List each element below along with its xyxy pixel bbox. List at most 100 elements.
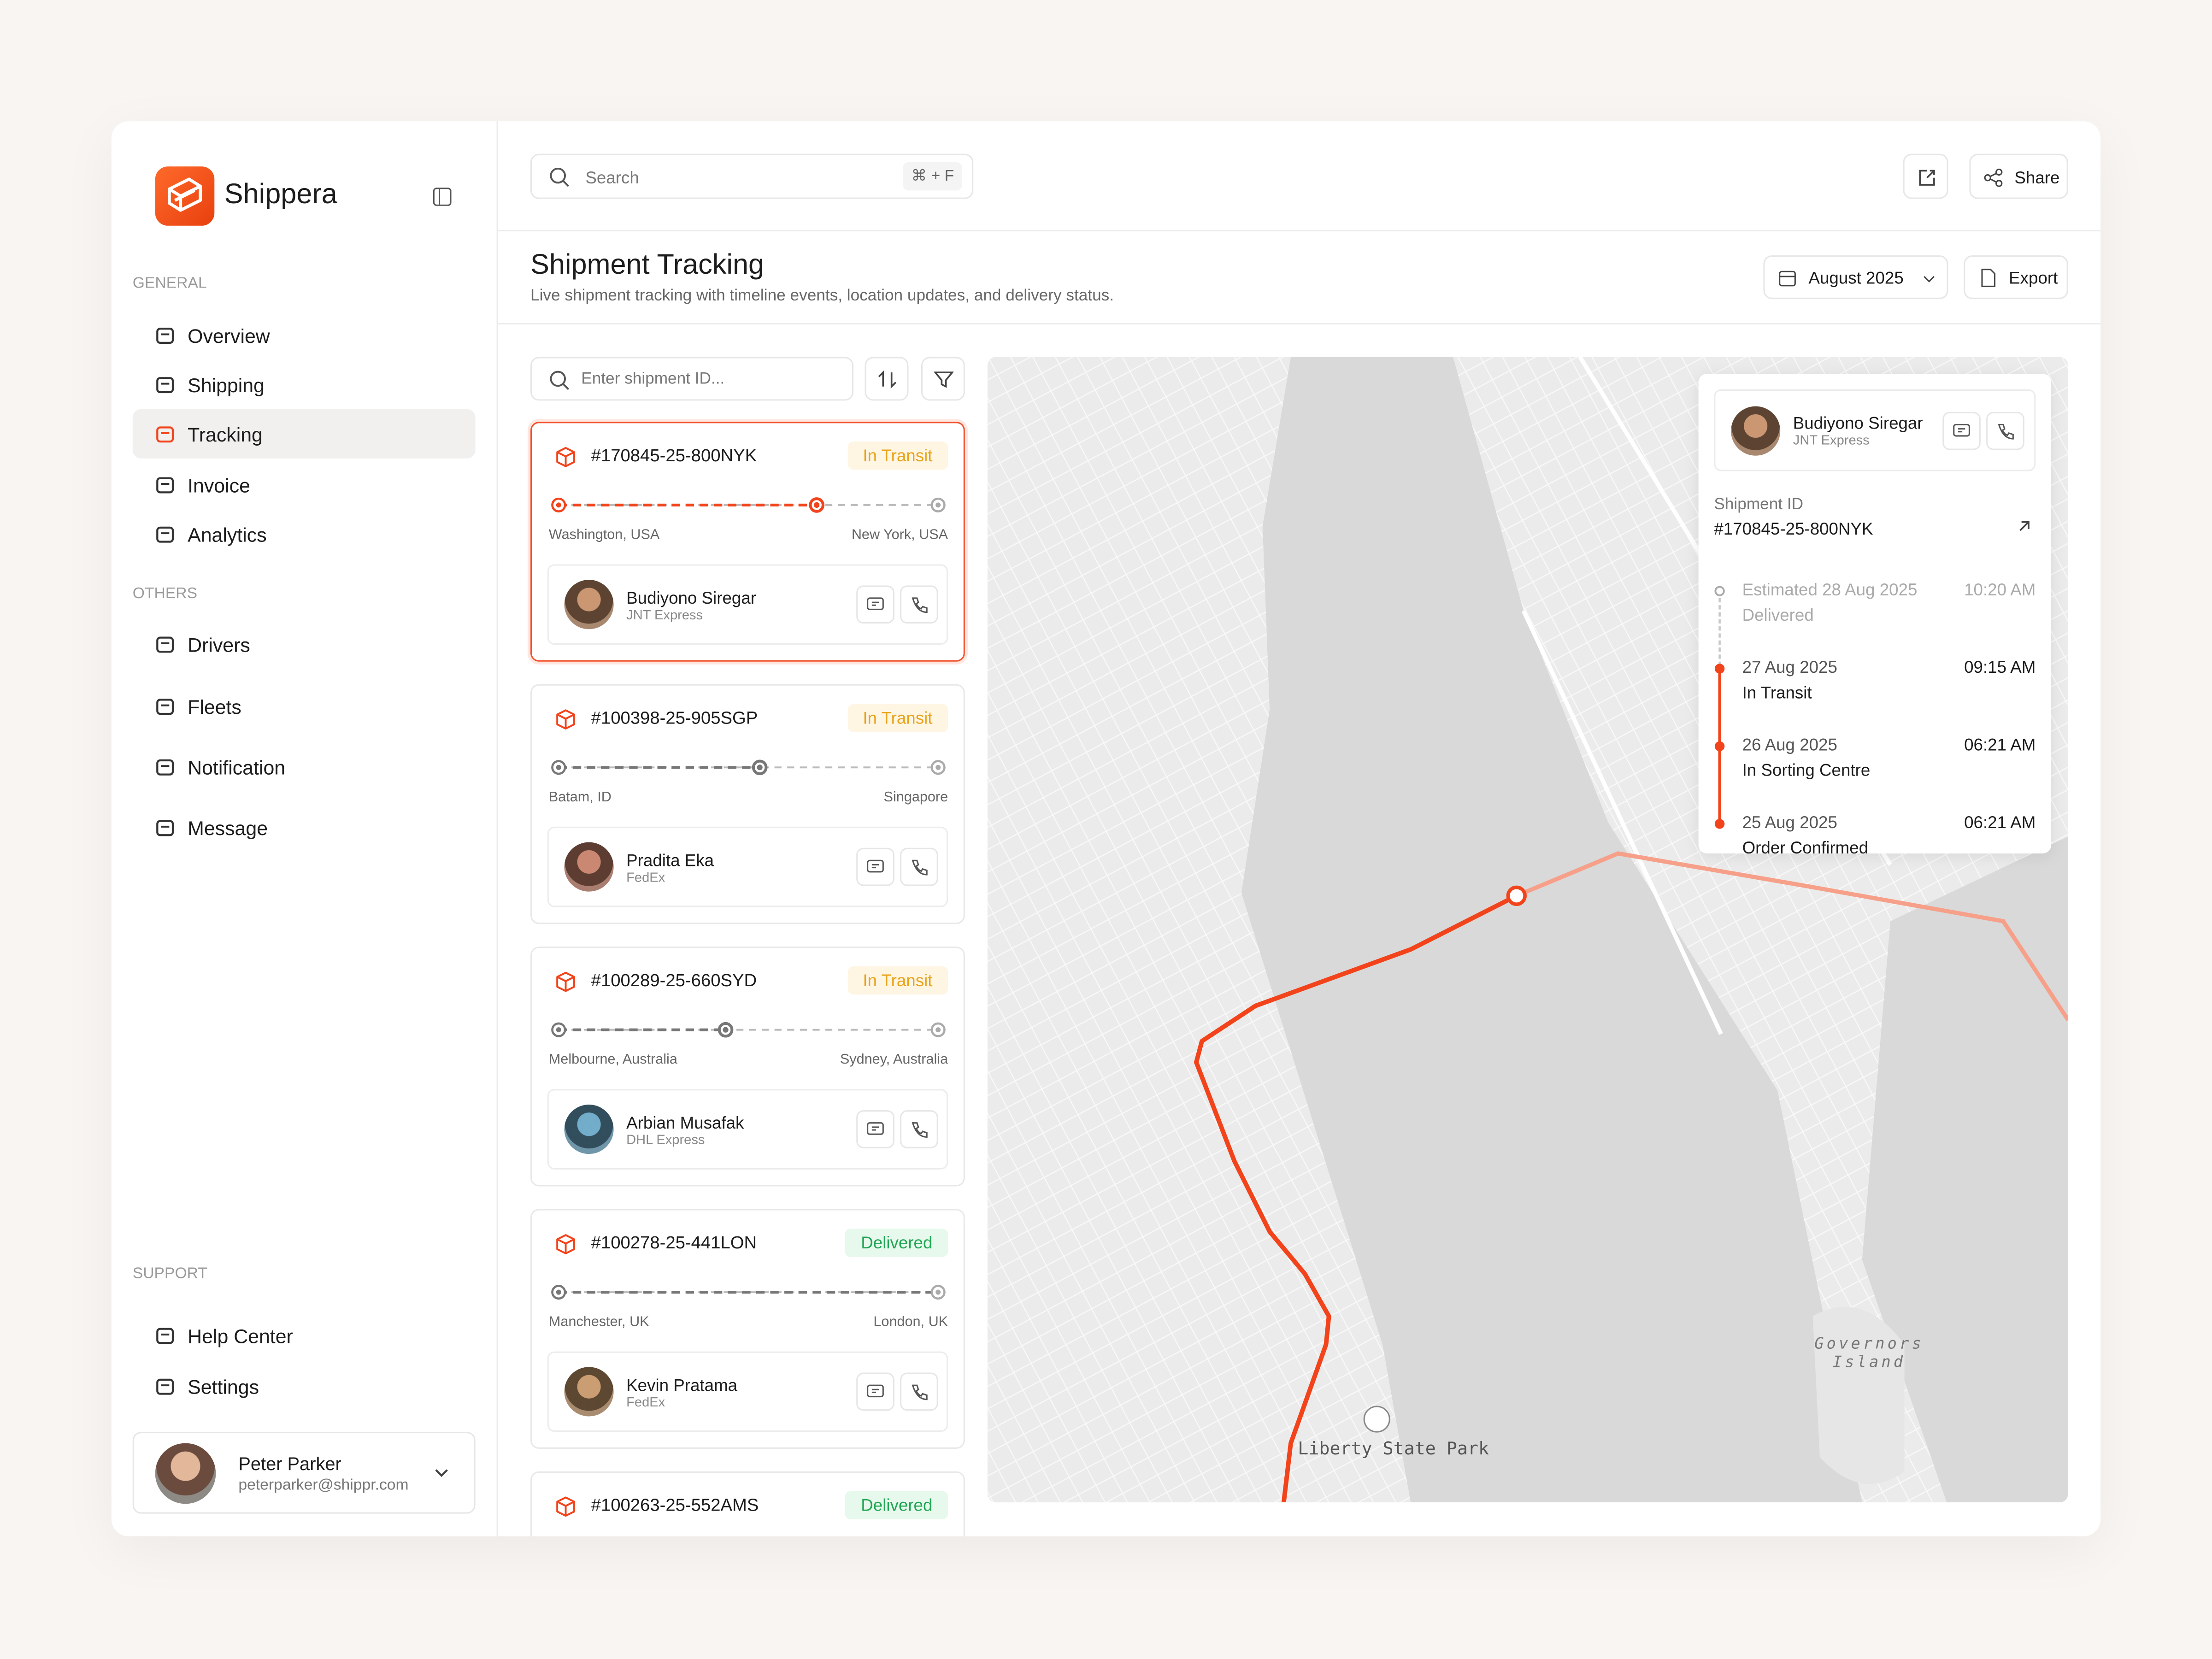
- share-label: Share: [2014, 168, 2060, 188]
- export-label: Export: [2009, 268, 2058, 288]
- driver-company: FedEx: [626, 1395, 665, 1411]
- nav-item[interactable]: Invoice: [133, 460, 476, 509]
- map-label: Liberty State Park: [1298, 1437, 1489, 1459]
- shipment-detail: Budiyono Siregar JNT Express Shipment ID…: [1698, 374, 2051, 858]
- phone-icon: [912, 1384, 928, 1400]
- shipment-search[interactable]: Enter shipment ID...: [530, 357, 854, 401]
- park-icon: [1363, 1406, 1390, 1433]
- shipment-id: #100289-25-660SYD: [591, 971, 757, 990]
- event-time: 06:21 AM: [1964, 812, 2036, 833]
- nav-item[interactable]: Settings: [133, 1361, 476, 1411]
- shortcut: ⌘ + F: [903, 162, 963, 191]
- open-link[interactable]: [2018, 519, 2032, 534]
- share-button[interactable]: Share: [1969, 153, 2068, 199]
- date-picker[interactable]: August 2025: [1763, 255, 1948, 299]
- nav-icon: [156, 759, 174, 775]
- message-icon: [867, 1384, 884, 1397]
- current-dot: [814, 502, 820, 508]
- driver-company: JNT Express: [626, 608, 703, 624]
- nav-item[interactable]: Analytics: [133, 509, 476, 559]
- message-icon: [867, 859, 884, 872]
- nav-label: Settings: [188, 1375, 259, 1398]
- driver-company: FedEx: [626, 870, 665, 886]
- origin-dot: [556, 1027, 561, 1033]
- user-menu[interactable]: Peter Parker peterparker@shippr.com: [132, 1432, 476, 1514]
- nav-item[interactable]: Fleets: [133, 682, 476, 731]
- shipment-card[interactable]: #100398-25-905SGP In Transit Batam, ID S…: [530, 684, 965, 924]
- event-time: 10:20 AM: [1964, 580, 2036, 600]
- nav-item[interactable]: Shipping: [133, 360, 476, 409]
- user-name: Peter Parker: [238, 1453, 341, 1474]
- call-button[interactable]: [900, 847, 938, 886]
- origin: Washington, USA: [548, 527, 660, 543]
- collapse-button[interactable]: [433, 188, 452, 206]
- progress-track: [551, 497, 946, 513]
- package-icon: [556, 447, 575, 467]
- nav-label: Help Center: [188, 1324, 293, 1347]
- header-divider: [496, 323, 2101, 325]
- nav-item[interactable]: Help Center: [133, 1311, 476, 1360]
- river: [1241, 357, 1862, 1503]
- shipment-card[interactable]: #100263-25-552AMS Delivered: [530, 1471, 965, 1536]
- destination-dot: [935, 1027, 941, 1033]
- message-icon: [867, 596, 884, 610]
- search-icon: [550, 167, 570, 187]
- sort-button[interactable]: [865, 357, 909, 401]
- topbar-divider: [496, 229, 2101, 232]
- call-button[interactable]: [900, 585, 938, 624]
- call-button[interactable]: [1986, 412, 2024, 450]
- shipment-id: #100263-25-552AMS: [591, 1495, 759, 1515]
- destination: Singapore: [883, 790, 948, 806]
- sidebar-divider: [496, 121, 498, 1536]
- share-icon: [1984, 168, 2003, 187]
- nav-icon: [156, 698, 174, 714]
- search-box[interactable]: Search ⌘ + F: [530, 153, 974, 199]
- open-button[interactable]: [1903, 153, 1948, 199]
- nav-item[interactable]: Overview: [133, 310, 476, 359]
- destination: Sydney, Australia: [840, 1052, 948, 1068]
- shipment-card[interactable]: #100278-25-441LON Delivered Manchester, …: [530, 1209, 965, 1449]
- status-badge: Delivered: [845, 1491, 948, 1519]
- origin: Manchester, UK: [548, 1315, 649, 1330]
- nav-item[interactable]: Message: [133, 803, 476, 852]
- message-icon: [1953, 423, 1970, 436]
- call-button[interactable]: [900, 1372, 938, 1411]
- event-status: Order Confirmed: [1742, 838, 1869, 858]
- nav-item[interactable]: Tracking: [132, 409, 476, 459]
- avatar: [564, 1104, 614, 1154]
- message-button[interactable]: [1942, 412, 1981, 450]
- nav-icon: [156, 477, 174, 493]
- status-badge: In Transit: [847, 704, 948, 732]
- nav-label: Fleets: [188, 694, 241, 718]
- current-dot: [723, 1027, 729, 1033]
- map: Liberty State Park Governors Island: [987, 357, 2068, 1503]
- progress-track: [551, 759, 946, 776]
- avatar: [564, 842, 614, 892]
- message-button[interactable]: [856, 847, 894, 886]
- shipment-card[interactable]: #100289-25-660SYD In Transit Melbourne, …: [530, 947, 965, 1187]
- timeline-dot: [1714, 586, 1725, 596]
- logo-mark: [167, 177, 202, 212]
- logo: [155, 166, 215, 226]
- phone-icon: [912, 1122, 928, 1138]
- event-date: 27 Aug 2025: [1742, 657, 1837, 677]
- current-location: [1506, 885, 1527, 906]
- message-button[interactable]: [856, 1372, 894, 1411]
- nav-label: Analytics: [188, 523, 267, 546]
- destination-dot: [935, 502, 941, 508]
- filter-button[interactable]: [921, 357, 965, 401]
- status-badge: In Transit: [847, 441, 948, 470]
- export-button[interactable]: Export: [1964, 255, 2068, 299]
- event-date: 25 Aug 2025: [1742, 812, 1837, 833]
- calendar-icon: [1779, 271, 1796, 287]
- avatar: [1731, 406, 1781, 456]
- date-label: August 2025: [1808, 268, 1904, 288]
- shipment-id: #100278-25-441LON: [591, 1233, 757, 1253]
- call-button[interactable]: [900, 1110, 938, 1148]
- message-button[interactable]: [856, 585, 894, 624]
- shipment-card[interactable]: #170845-25-800NYK In Transit Washington,…: [530, 422, 965, 662]
- nav-item[interactable]: Notification: [133, 742, 476, 791]
- nav-item[interactable]: Drivers: [133, 619, 476, 669]
- message-button[interactable]: [856, 1110, 894, 1148]
